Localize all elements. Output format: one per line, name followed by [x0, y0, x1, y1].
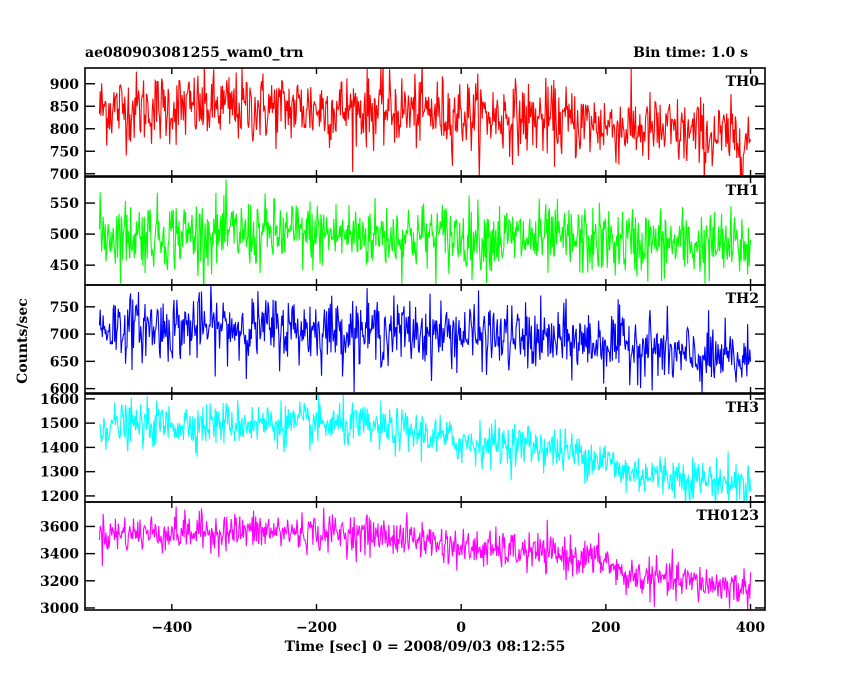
y-tick-label: 3400: [40, 547, 79, 563]
chart-title: ae080903081255_wam0_trn: [85, 45, 304, 61]
y-tick-label: 500: [50, 227, 79, 243]
series-label-th2: TH2: [726, 291, 759, 307]
y-tick-label: 1200: [40, 489, 79, 505]
y-tick-label: 1500: [40, 416, 79, 432]
y-tick-label: 600: [50, 382, 79, 398]
series-label-th0: TH0: [726, 74, 760, 90]
y-tick-label: 550: [50, 196, 79, 212]
series-th0-line: [98, 68, 752, 176]
y-tick-label: 750: [50, 300, 79, 316]
x-tick-label: −400: [151, 620, 192, 636]
y-tick-label: 850: [50, 99, 79, 115]
series-th3-line: [98, 394, 752, 502]
panel-frame-th2: [84, 284, 766, 394]
y-tick-label: 900: [50, 77, 79, 93]
series-th2-line: [98, 285, 752, 393]
y-tick-label: 700: [50, 327, 79, 343]
y-tick-label: 3200: [40, 574, 79, 590]
panel-frame-th0: [84, 67, 766, 177]
y-tick-label: 3000: [40, 601, 79, 617]
series-label-th1: TH1: [726, 183, 759, 199]
series-label-th0123: TH0123: [696, 508, 759, 524]
y-tick-label: 3600: [40, 519, 79, 535]
series-label-th3: TH3: [726, 400, 759, 416]
panel-frame-th0123: [84, 501, 766, 611]
y-tick-label: 650: [50, 354, 79, 370]
y-tick-label: 1600: [40, 392, 79, 408]
y-tick-label: 750: [50, 144, 79, 160]
x-tick-label: 200: [591, 620, 620, 636]
y-tick-label: 1400: [40, 440, 79, 456]
y-tick-label: 700: [50, 167, 79, 183]
y-tick-label: 800: [50, 122, 79, 138]
x-tick-label: 0: [456, 620, 466, 636]
series-th1-line: [98, 179, 752, 285]
bin-time-label: Bin time: 1.0 s: [633, 45, 748, 61]
series-th0123-line: [98, 506, 752, 610]
x-axis-label: Time [sec] 0 = 2008/09/03 08:12:55: [284, 639, 566, 655]
y-tick-label: 450: [50, 258, 79, 274]
x-tick-label: −200: [296, 620, 337, 636]
x-tick-label: 400: [736, 620, 765, 636]
y-tick-label: 1300: [40, 465, 79, 481]
